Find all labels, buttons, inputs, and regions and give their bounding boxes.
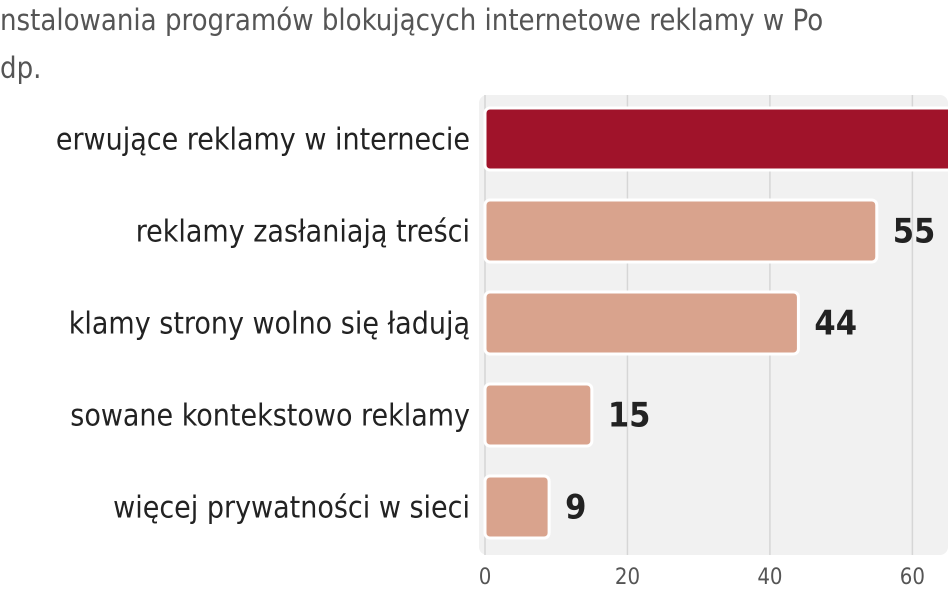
x-tick-label: 0 — [479, 565, 492, 590]
x-tick-label: 40 — [757, 565, 782, 590]
x-tick-label: 60 — [900, 565, 925, 590]
value-label: 9 — [565, 488, 586, 528]
y-tick-label: erwujące reklamy w internecie — [56, 123, 470, 158]
bar — [483, 290, 800, 356]
y-tick-label: sowane kontekstowo reklamy — [70, 399, 470, 434]
chart-subtitle: dp. — [0, 51, 41, 85]
bar — [483, 198, 879, 264]
bar — [483, 106, 948, 172]
y-tick-label: klamy strony wolno się ładują — [69, 307, 470, 342]
y-tick-label: reklamy zasłaniają treści — [136, 215, 470, 250]
value-label: 55 — [893, 212, 936, 252]
bar — [483, 474, 551, 540]
y-tick-label: więcej prywatności w sieci — [113, 491, 470, 526]
chart-title: nstalowania programów blokujących intern… — [0, 3, 823, 37]
x-tick-label: 20 — [615, 565, 640, 590]
value-label: 15 — [608, 396, 651, 436]
bar — [483, 382, 594, 448]
value-label: 44 — [814, 304, 857, 344]
